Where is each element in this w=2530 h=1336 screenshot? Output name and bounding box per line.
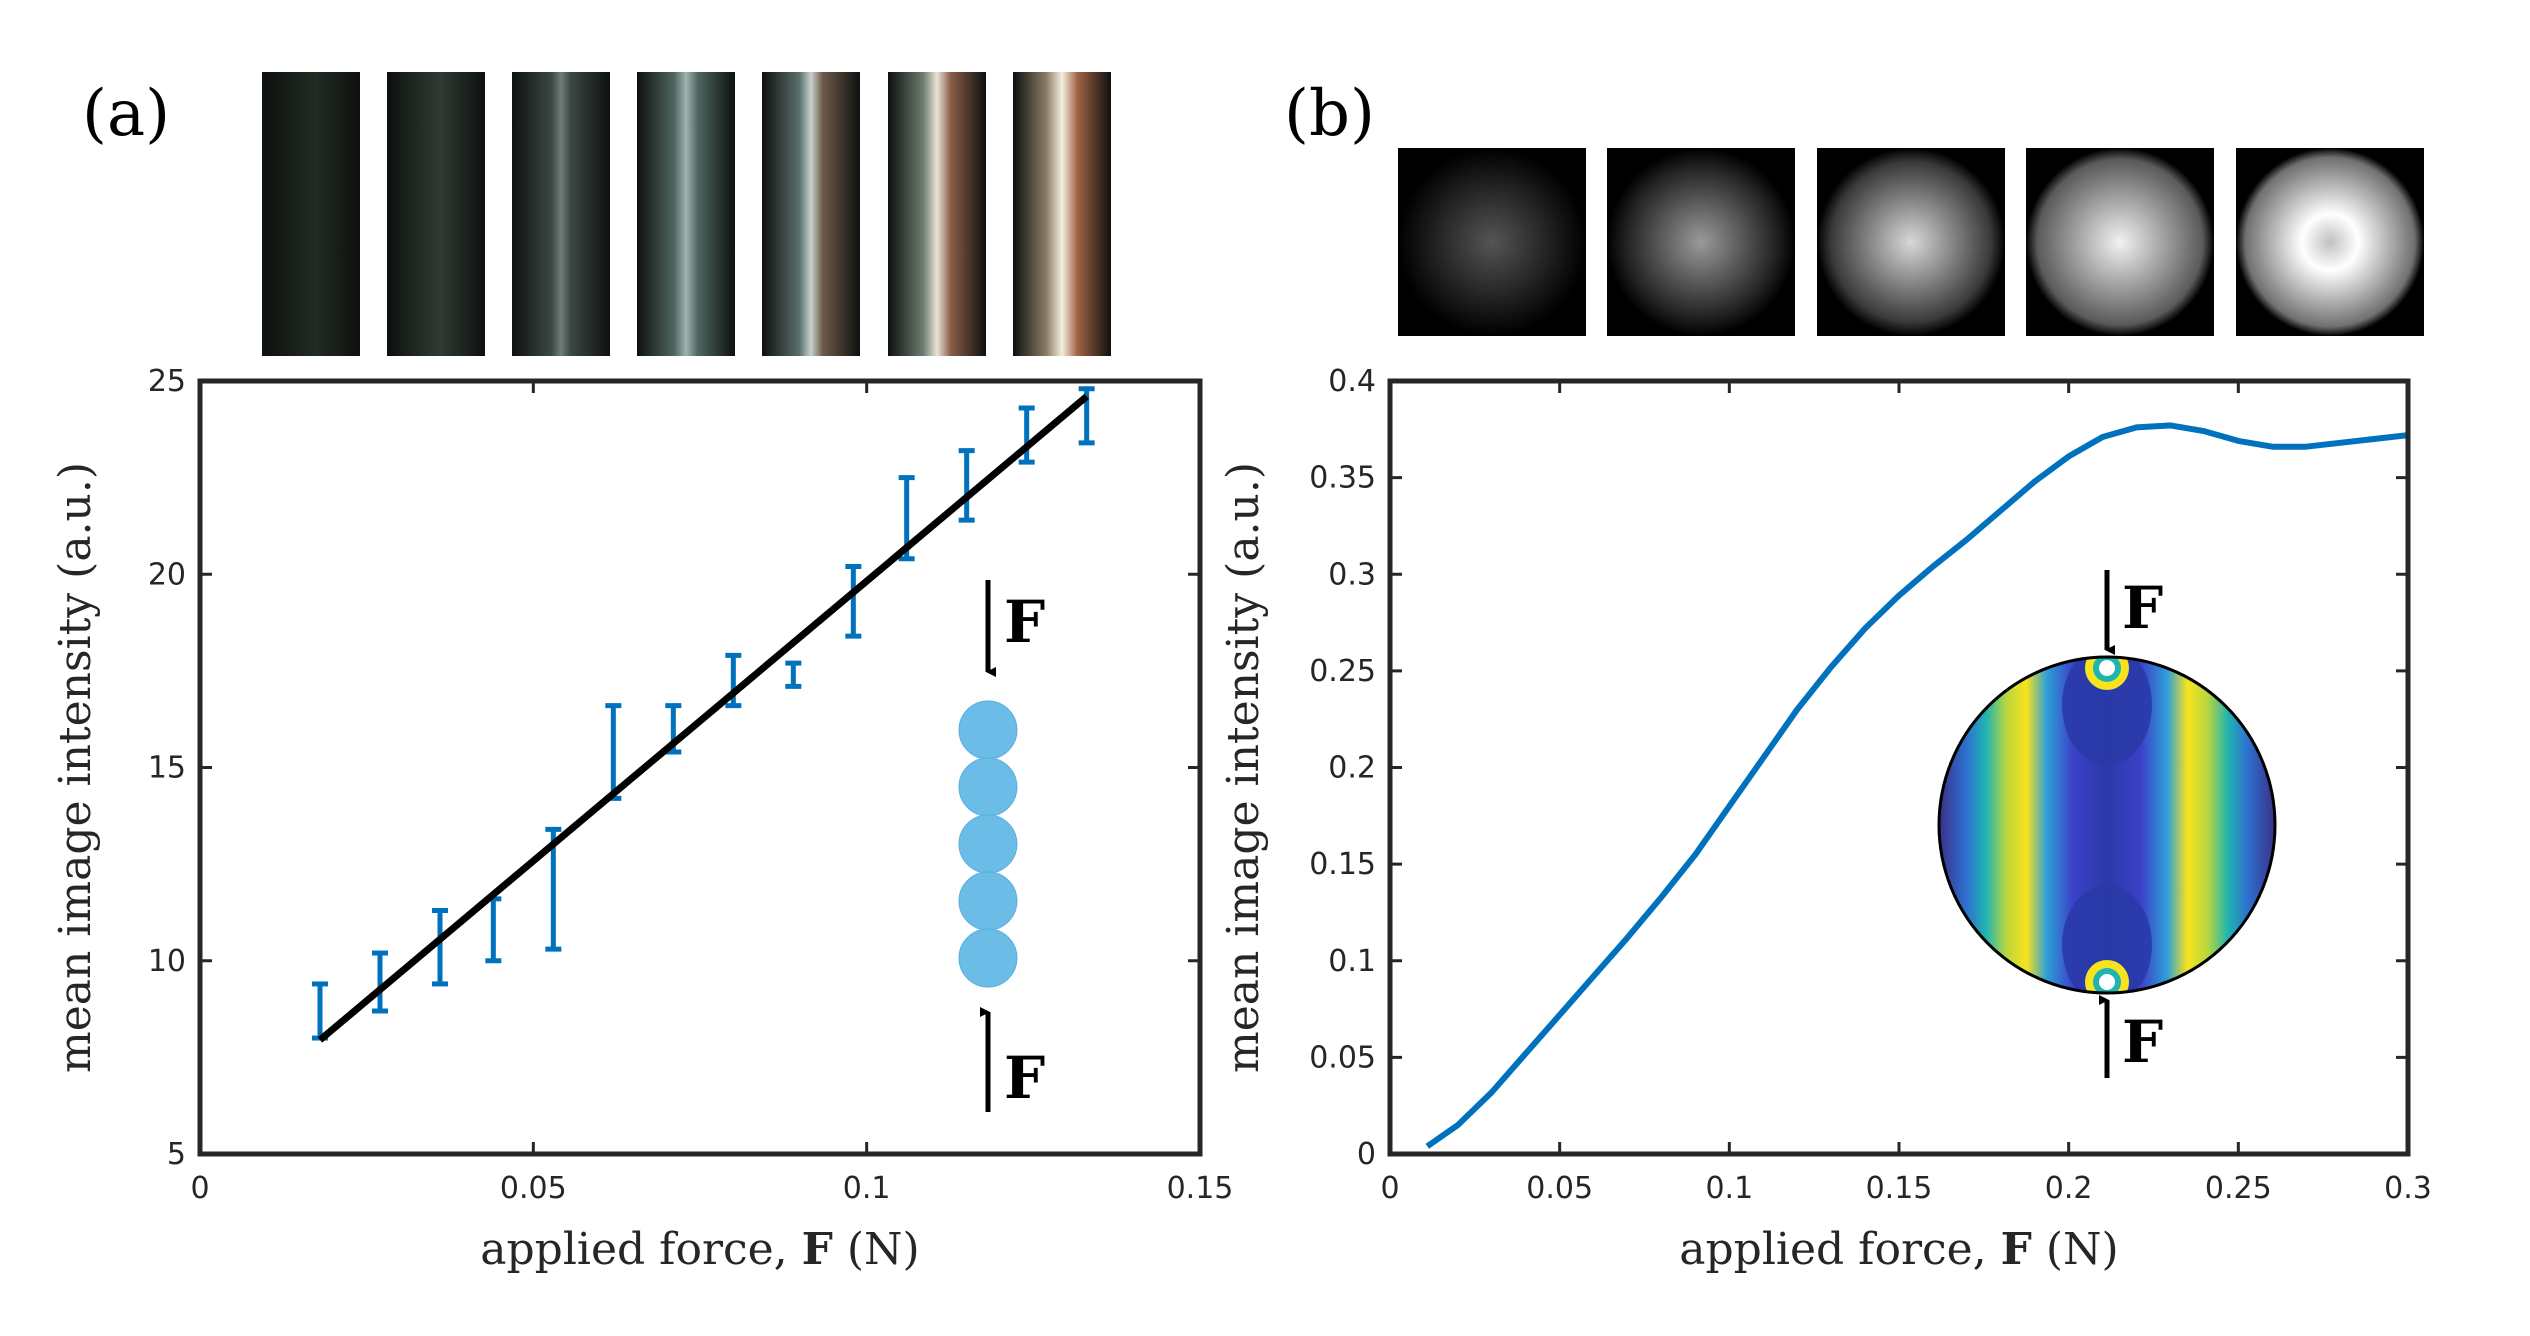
image-strip-a [262, 72, 1111, 356]
y-tick-label: 0.2 [1328, 751, 1376, 786]
y-tick-label: 0.1 [1328, 944, 1376, 979]
x-tick-label: 0.25 [2205, 1171, 2272, 1206]
photoelastic-disk-outline [1937, 655, 2277, 995]
sim-frame-2 [1607, 148, 1795, 336]
force-label-top-b: F [2122, 574, 2163, 642]
force-label-bottom-a: F [1004, 1044, 1045, 1112]
x-axis-label-unit: (N) [833, 1224, 920, 1275]
error-bar [372, 950, 388, 1014]
inset-b: F F [1937, 570, 2277, 1078]
plot-b: 0 0.05 0.1 0.15 0.2 0.25 0.3 0 0.05 0.1 0.15 0.2 0.2… [1218, 364, 2432, 1275]
error-bar [958, 448, 975, 523]
sim-frame-4 [2026, 148, 2214, 336]
x-tick-label: 0.1 [843, 1171, 891, 1206]
y-tick-label: 0.35 [1309, 461, 1376, 496]
y-tick-label: 0.15 [1309, 847, 1376, 882]
photo-frame-3 [512, 72, 610, 356]
y-axis-label: mean image intensity (a.u.) [50, 462, 101, 1073]
image-strip-b [1398, 148, 2424, 336]
fit-line [317, 393, 1089, 1043]
x-axis-label-prefix: applied force, [1679, 1224, 2000, 1275]
photo-frame-1 [262, 72, 360, 356]
y-tick-label: 0 [1357, 1137, 1376, 1172]
error-bar [785, 660, 802, 689]
x-tick-label: 0.05 [500, 1171, 567, 1206]
x-axis-label: applied force, F (N) [480, 1224, 919, 1275]
y-tick-label: 5 [167, 1137, 186, 1172]
y-tick-label: 0.05 [1309, 1040, 1376, 1075]
force-label-bottom-b: F [2122, 1008, 2163, 1076]
x-tick-label: 0.15 [1167, 1171, 1234, 1206]
photo-frame-2 [387, 72, 485, 356]
error-bar [845, 564, 862, 639]
x-axis-label-unit: (N) [2032, 1224, 2119, 1275]
x-axis-label-symbol: F [2001, 1224, 2032, 1275]
photoelastic-disk [1939, 657, 2275, 993]
disk-5 [958, 928, 1018, 988]
axes-frame [1387, 378, 2411, 1157]
axes-frame [197, 378, 1203, 1157]
y-tick-label: 25 [148, 364, 186, 399]
y-tick-label: 15 [148, 751, 186, 786]
x-axis-label-prefix: applied force, [480, 1224, 801, 1275]
force-label-top-a: F [1004, 588, 1045, 656]
y-tick-label: 0.25 [1309, 654, 1376, 689]
disk-4 [958, 871, 1018, 931]
photo-frame-4 [637, 72, 735, 356]
x-tick-label: 0.3 [2384, 1171, 2432, 1206]
x-tick-label: 0.1 [1705, 1171, 1753, 1206]
photo-frame-5 [762, 72, 860, 356]
error-bar [545, 826, 562, 952]
panel-label-b: (b) [1284, 77, 1375, 151]
disk-3 [958, 814, 1018, 874]
x-tick-label: 0.15 [1866, 1171, 1933, 1206]
y-tick-label: 0.3 [1328, 557, 1376, 592]
y-tick-label: 10 [148, 944, 186, 979]
sim-frame-5 [2236, 148, 2424, 336]
y-axis-label: mean image intensity (a.u.) [1218, 462, 1269, 1073]
panel-label-a: (a) [82, 77, 170, 151]
x-tick-label: 0.2 [2045, 1171, 2093, 1206]
error-bar [312, 981, 328, 1041]
y-tick-label: 0.4 [1328, 364, 1376, 399]
intensity-line [1425, 422, 2409, 1149]
x-tick-label: 0 [1380, 1171, 1399, 1206]
error-bar [1018, 405, 1035, 465]
x-tick-label: 0.05 [1526, 1171, 1593, 1206]
photo-frame-7 [1013, 72, 1111, 356]
disk-2 [958, 757, 1018, 817]
error-bar [432, 908, 448, 987]
x-tick-label: 0 [190, 1171, 209, 1206]
photo-frame-6 [888, 72, 986, 356]
sim-frame-3 [1817, 148, 2005, 336]
sim-frame-1 [1398, 148, 1586, 336]
x-axis-label: applied force, F (N) [1679, 1224, 2118, 1275]
x-axis-label-symbol: F [802, 1224, 833, 1275]
error-bar [485, 896, 502, 964]
disk-1 [958, 700, 1018, 760]
y-tick-label: 20 [148, 557, 186, 592]
inset-a: F F [958, 580, 1045, 1112]
plot-a: 0 0.05 0.1 0.15 5 10 15 20 25 applied force, F (N… [50, 364, 1233, 1275]
